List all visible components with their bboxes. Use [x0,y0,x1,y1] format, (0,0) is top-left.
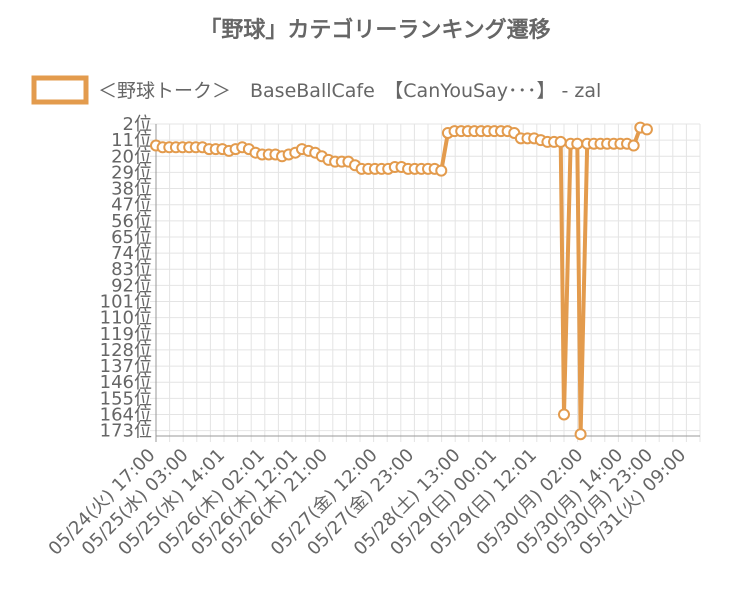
y-tick-label: 56位 [111,211,152,232]
y-axis: 2位11位20位29位38位47位56位65位74位83位92位101位110位… [100,114,152,442]
data-point [627,139,640,152]
series-path [155,125,648,437]
data-point [571,137,584,150]
y-tick-label: 164位 [100,404,152,425]
y-tick-label: 137位 [100,356,152,377]
y-tick-label: 65位 [111,227,152,248]
legend: ＜野球トーク＞ BaseBallCafe 【CanYouSay･･･】 - za… [31,75,601,105]
y-tick-label: 128位 [100,340,152,361]
y-tick-label: 11位 [111,130,152,151]
y-tick-label: 2位 [123,114,152,135]
y-tick-label: 110位 [100,308,152,329]
data-point [435,164,448,177]
y-tick-label: 83位 [111,259,152,280]
y-tick-label: 29位 [111,162,152,183]
legend-swatch [31,75,89,105]
y-tick-label: 119位 [100,324,152,345]
y-tick-label: 38位 [111,179,152,200]
y-tick-label: 47位 [111,195,152,216]
y-tick-label: 173位 [100,421,152,442]
chart-title: 「野球」カテゴリーランキング遷移 [199,18,551,43]
legend-label: ＜野球トーク＞ BaseBallCafe 【CanYouSay･･･】 - za… [98,80,601,102]
y-tick-label: 155位 [100,388,152,409]
y-tick-label: 74位 [111,243,152,264]
data-point [554,135,567,148]
y-tick-label: 146位 [100,372,152,393]
data-point [574,428,587,441]
series-line [150,121,653,441]
data-point [558,408,570,421]
y-tick-label: 101位 [100,292,152,313]
y-tick-label: 92位 [111,275,152,296]
data-point [640,123,653,136]
grid-lines [150,123,701,442]
y-tick-label: 20位 [111,146,152,167]
